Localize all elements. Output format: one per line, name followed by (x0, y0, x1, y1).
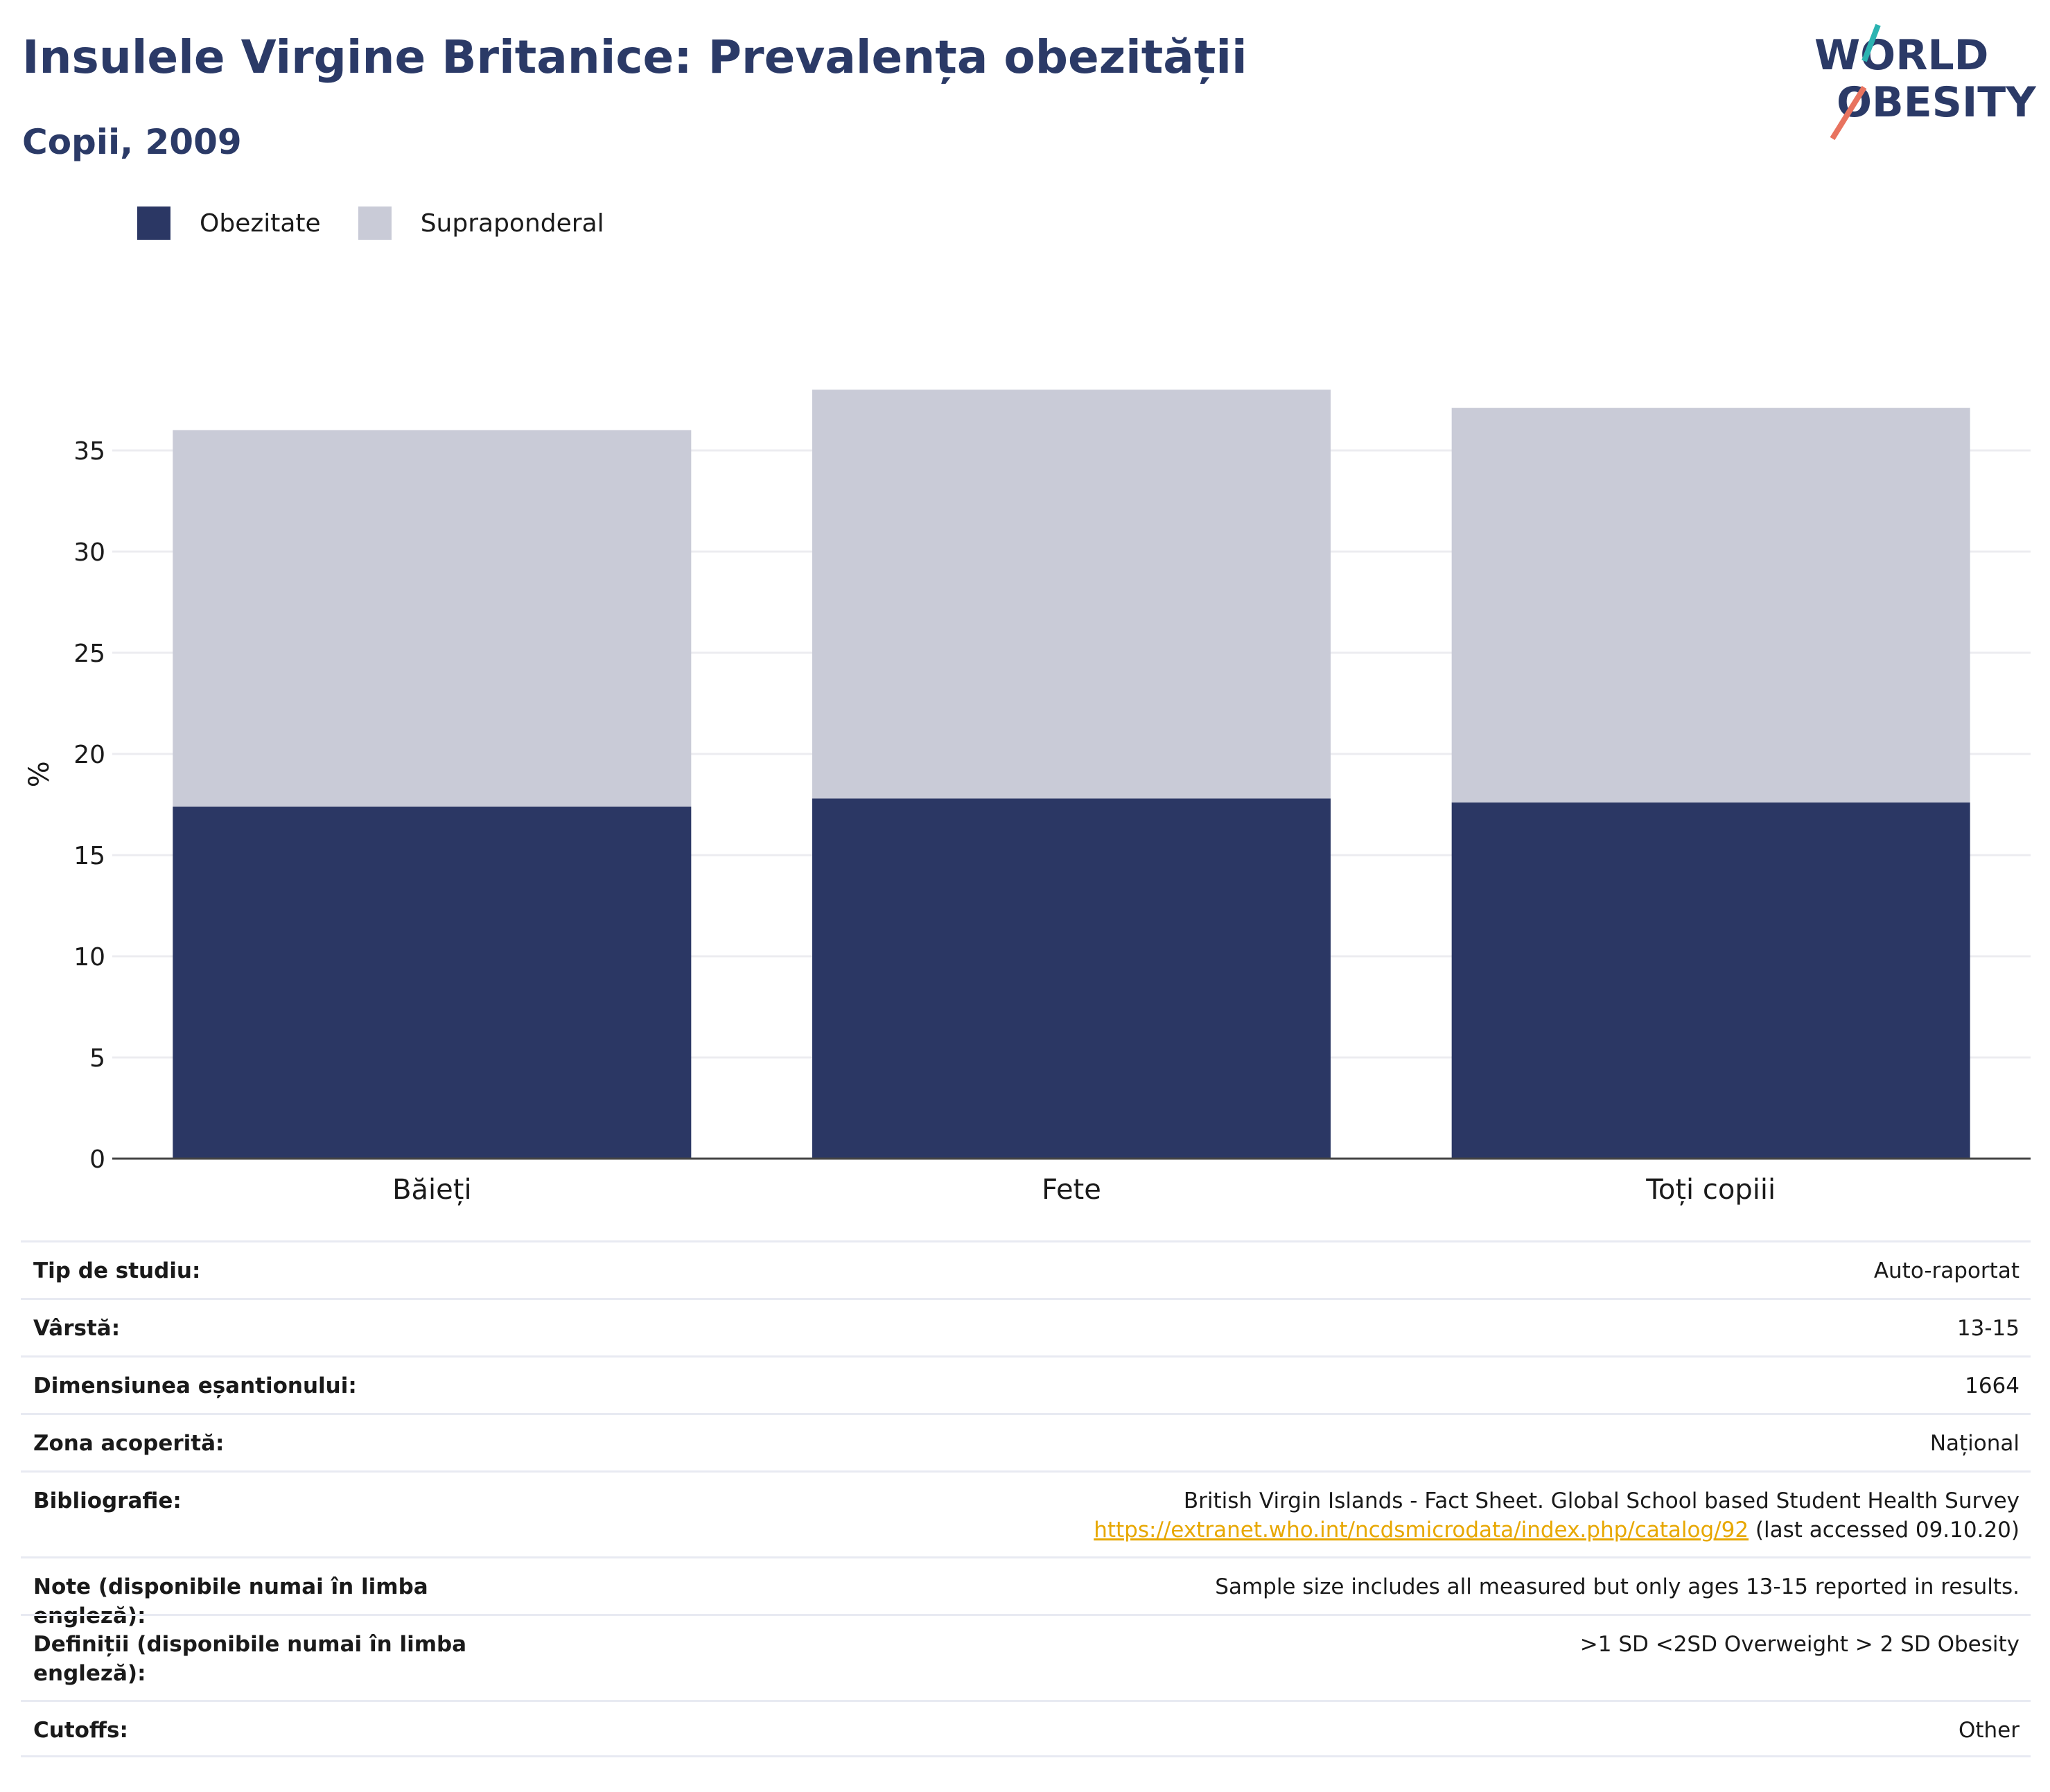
info-label: Dimensiunea eșantionului: (33, 1373, 357, 1398)
y-tick-label: 10 (73, 943, 105, 972)
info-value-text: British Virgin Islands - Fact Sheet. Glo… (1183, 1488, 2020, 1513)
bibliography-link[interactable]: https://extranet.who.int/ncdsmicrodata/i… (1094, 1518, 1749, 1543)
legend-item-overweight[interactable]: Supraponderal (358, 207, 604, 240)
info-label: Vârstă: (33, 1316, 121, 1341)
page-subtitle: Copii, 2009 (22, 122, 242, 162)
x-tick-label: Fete (1042, 1174, 1101, 1206)
logo-coral-slash (1830, 85, 1867, 141)
legend-label-overweight: Supraponderal (420, 209, 604, 238)
y-tick-label: 25 (73, 640, 105, 668)
legend-swatch-obesity (137, 207, 170, 240)
y-tick-label: 5 (89, 1044, 105, 1073)
info-row: Cutoffs: Other (21, 1700, 2031, 1757)
info-value-text: Auto-raportat (1873, 1258, 2020, 1283)
info-value-text: 1664 (1965, 1373, 2020, 1398)
info-row: Dimensiunea eșantionului: 1664 (21, 1355, 2031, 1413)
logo-line1: WORLD (1814, 31, 1988, 80)
info-value: British Virgin Islands - Fact Sheet. Glo… (1094, 1486, 2031, 1545)
bar-chart: 0 5 10 15 20 25 30 35% Băieți Fete Toți copiii (24, 389, 2031, 1206)
info-row: Tip de studiu: Auto-raportat (21, 1240, 2031, 1298)
obesity-bar (812, 798, 1331, 1159)
info-value-text: Sample size includes all measured but on… (1215, 1574, 2020, 1599)
y-tick-label: 0 (89, 1145, 105, 1174)
logo-line2: OBESITY (1837, 78, 2037, 127)
info-label: Tip de studiu: (33, 1258, 201, 1283)
y-tick-label: 35 (73, 437, 105, 466)
info-value: >1 SD <2SD Overweight > 2 SD Obesity (1580, 1630, 2031, 1659)
legend-item-obesity[interactable]: Obezitate (137, 207, 321, 240)
legend-label-obesity: Obezitate (200, 209, 321, 238)
info-value-text: Național (1929, 1431, 2020, 1456)
info-value: 1664 (1965, 1371, 2031, 1400)
logo-teal-slash (1861, 24, 1881, 62)
overweight-bar (1451, 407, 1970, 803)
info-value: Sample size includes all measured but on… (1215, 1572, 2031, 1601)
info-value: Other (1959, 1716, 2031, 1745)
info-label: Cutoffs: (33, 1718, 128, 1743)
info-value: Național (1930, 1429, 2031, 1458)
chart-legend: Obezitate Supraponderal (137, 207, 642, 240)
overweight-bar (173, 430, 692, 807)
y-tick-label: 30 (73, 538, 105, 567)
info-label: Note (disponibile numai în limba engleză… (33, 1574, 428, 1628)
obesity-bar (1451, 802, 1970, 1159)
info-value-text: Other (1958, 1718, 2020, 1743)
info-label: Definiții (disponibile numai în limba en… (33, 1632, 467, 1686)
y-tick-label: 20 (73, 741, 105, 769)
info-value: 13-15 (1957, 1314, 2031, 1343)
y-tick-label: 15 (73, 842, 105, 870)
info-row: Bibliografie: British Virgin Islands - Fa… (21, 1470, 2031, 1556)
x-tick-label: Băieți (392, 1174, 471, 1206)
info-label: Zona acoperită: (33, 1431, 225, 1456)
info-value-text: >1 SD <2SD Overweight > 2 SD Obesity (1579, 1632, 2020, 1657)
overweight-bar (812, 389, 1331, 799)
info-label: Bibliografie: (33, 1488, 182, 1513)
world-obesity-logo: WORLD OBESITY (1814, 24, 2037, 141)
obesity-bar (173, 806, 692, 1159)
info-row: Vârstă: 13-15 (21, 1298, 2031, 1355)
y-axis-label: % (24, 761, 55, 787)
info-value: Auto-raportat (1874, 1256, 2031, 1285)
info-row: Definiții (disponibile numai în limba en… (21, 1614, 2031, 1700)
legend-swatch-overweight (358, 207, 392, 240)
info-row: Note (disponibile numai în limba engleză… (21, 1556, 2031, 1628)
bibliography-suffix: (last accessed 09.10.20) (1749, 1518, 2020, 1543)
x-tick-label: Toți copiii (1645, 1174, 1776, 1206)
page-title: Insulele Virgine Britanice: Prevalența o… (22, 30, 1247, 84)
study-info-table: Tip de studiu: Auto-raportat Vârstă: 13-15 D… (21, 1240, 2031, 1757)
info-row: Zona acoperită: Național (21, 1413, 2031, 1470)
info-value-text: 13-15 (1956, 1316, 2020, 1341)
